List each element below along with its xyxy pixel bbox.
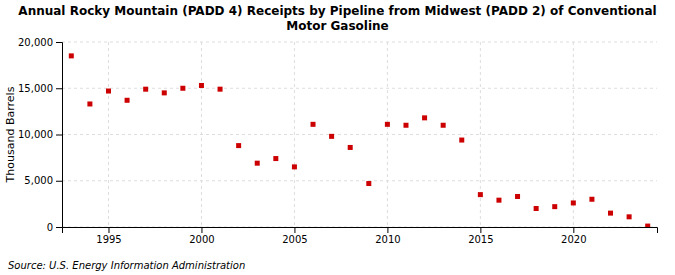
point <box>385 122 390 127</box>
point <box>441 123 446 128</box>
tick-mark <box>56 42 62 43</box>
point <box>236 143 241 148</box>
tick-label: 15,000 <box>18 83 53 94</box>
point <box>422 115 427 120</box>
axis-line <box>56 43 63 228</box>
tick: 2000 <box>189 227 214 245</box>
grid-line <box>294 42 295 227</box>
point <box>311 122 316 127</box>
tick-mark <box>56 181 62 182</box>
point <box>255 161 260 166</box>
title: Annual Rocky Mountain (PADD 4) Receipts … <box>18 4 656 33</box>
tick: 2020 <box>561 227 586 245</box>
grid-line <box>108 42 109 227</box>
point <box>459 138 464 143</box>
point <box>143 87 148 92</box>
grid-line <box>62 180 657 181</box>
tick-label: 5,000 <box>24 175 53 186</box>
tick: 2005 <box>282 227 307 245</box>
title-line: Annual Rocky Mountain (PADD 4) Receipts … <box>18 4 656 18</box>
grid-line <box>62 134 657 135</box>
tick: 15,000 <box>18 83 62 94</box>
point <box>645 224 650 227</box>
grid-line <box>573 42 574 227</box>
x-axis: 1995 2000 2005 2010 2015 2020 <box>63 227 658 245</box>
tick-mark <box>201 227 202 233</box>
grid <box>62 42 657 227</box>
tick-label: 2005 <box>282 234 307 245</box>
point <box>69 53 74 58</box>
tick: 2010 <box>375 227 400 245</box>
point <box>478 192 483 197</box>
tick: 1995 <box>96 227 121 245</box>
tick-label: 2010 <box>375 234 400 245</box>
point <box>403 123 408 128</box>
point <box>218 87 223 92</box>
tick-label: 0 <box>47 222 53 233</box>
point <box>199 83 204 88</box>
point <box>552 204 557 209</box>
point <box>292 164 297 169</box>
y-axis: 0 5,000 10,000 15,000 20,000 <box>18 37 63 233</box>
point <box>608 211 613 216</box>
tick: 5,000 <box>24 175 62 186</box>
tick-label: 2000 <box>189 234 214 245</box>
point <box>348 145 353 150</box>
grid-line <box>201 42 202 227</box>
title-line: Motor Gasoline <box>286 19 389 33</box>
grid-line <box>62 42 657 43</box>
tick-mark <box>56 88 62 89</box>
tick-mark <box>480 227 481 233</box>
tick-label: 10,000 <box>18 129 53 140</box>
tick-mark <box>387 227 388 233</box>
point <box>87 101 92 106</box>
tick: 10,000 <box>18 129 62 140</box>
grid-line <box>387 42 388 227</box>
point <box>571 200 576 205</box>
plot-area: 1995 2000 2005 2010 2015 2020 0 5,000 10,000 15,0… <box>18 37 658 245</box>
grid-line <box>62 88 657 89</box>
point <box>589 197 594 202</box>
tick: 2015 <box>468 227 493 245</box>
point <box>273 156 278 161</box>
tick-label: 20,000 <box>18 37 53 48</box>
points <box>69 53 650 227</box>
point <box>366 181 371 186</box>
tick-label: 2015 <box>468 234 493 245</box>
tick-mark <box>56 227 62 228</box>
tick: 20,000 <box>18 37 62 48</box>
point <box>162 90 167 95</box>
tick-label: 1995 <box>96 234 121 245</box>
point <box>106 89 111 94</box>
grid-line <box>480 42 481 227</box>
tick-mark <box>56 135 62 136</box>
point <box>125 98 130 103</box>
tick-label: 2020 <box>561 234 586 245</box>
tick-mark <box>108 227 109 233</box>
point <box>627 214 632 219</box>
point <box>180 86 185 91</box>
point <box>496 198 501 203</box>
chart: 1995 2000 2005 2010 2015 2020 0 5,000 10,000 15,0… <box>0 0 675 275</box>
point <box>329 134 334 139</box>
y-axis-title: Thousand Barrels <box>4 86 17 183</box>
tick: 0 <box>47 222 62 233</box>
point <box>534 206 539 211</box>
tick-mark <box>294 227 295 233</box>
axis-line <box>63 228 658 234</box>
point <box>515 194 520 199</box>
tick-mark <box>573 227 574 233</box>
source: Source: U.S. Energy Information Administ… <box>8 260 245 271</box>
